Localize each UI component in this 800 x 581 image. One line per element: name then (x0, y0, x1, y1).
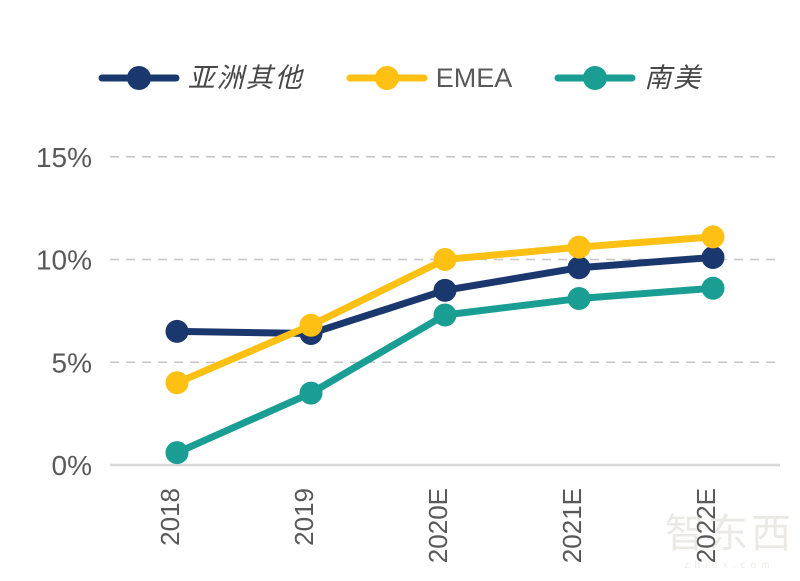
data-point (433, 278, 457, 302)
data-point (299, 381, 323, 405)
x-tick-label: 2022E (691, 488, 721, 563)
data-point (701, 276, 725, 300)
data-point (567, 256, 591, 280)
data-point (567, 287, 591, 311)
data-point (701, 245, 725, 269)
legend-line-dot-icon (554, 66, 636, 90)
legend-label-asia-others: 亚洲其他 (187, 62, 304, 94)
data-point (567, 235, 591, 259)
data-point (433, 248, 457, 271)
data-point (165, 441, 189, 465)
x-tick-label: 2019 (289, 488, 319, 546)
legend-line-dot-icon (98, 66, 180, 90)
legend-line-dot-icon (346, 66, 428, 90)
y-tick-label: 15% (36, 142, 92, 173)
data-point (433, 303, 457, 327)
y-tick-label: 0% (52, 450, 92, 481)
legend-item-asia-others: 亚洲其他 (98, 64, 304, 92)
y-tick-label: 10% (36, 245, 92, 276)
legend-item-emea: EMEA (346, 62, 513, 93)
data-point (165, 371, 189, 395)
legend-label-south-america: 南美 (644, 62, 703, 94)
data-point (701, 225, 725, 249)
data-point (165, 319, 189, 343)
chart-legend: 亚洲其他 EMEA 南美 (0, 64, 800, 92)
x-tick-label: 2018 (155, 488, 185, 546)
legend-label-emea: EMEA (435, 62, 513, 93)
y-tick-label: 5% (52, 347, 92, 378)
data-point (299, 313, 323, 337)
x-tick-label: 2021E (557, 488, 587, 563)
legend-item-south-america: 南美 (554, 64, 702, 92)
x-tick-label: 2020E (423, 488, 453, 563)
